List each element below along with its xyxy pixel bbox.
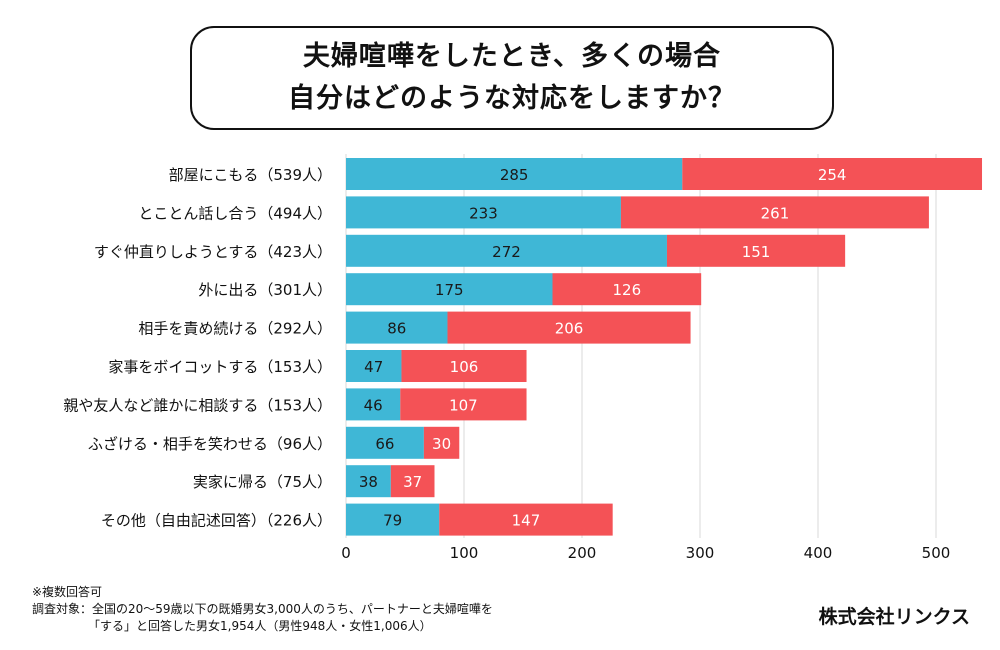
category-label: 実家に帰る（75人） (193, 473, 332, 491)
category-label: すぐ仲直りしようとする（423人） (94, 243, 332, 261)
bar-segment-series-2 (620, 196, 929, 229)
bar-segment-series-2 (552, 273, 702, 306)
company-name: 株式会社リンクス (818, 606, 970, 628)
data-label-series-1: 47 (364, 358, 383, 376)
bar-segment-series-2 (400, 388, 527, 421)
x-tick-label: 400 (804, 544, 833, 562)
x-tick-label: 500 (922, 544, 951, 562)
data-label-series-2: 107 (449, 396, 478, 414)
data-label-series-2: 126 (613, 281, 642, 299)
bar-segment-series-2 (390, 465, 435, 498)
category-label: 家事をボイコットする（153人） (108, 358, 332, 376)
bar-segment-series-2 (682, 158, 983, 190)
x-tick-label: 300 (686, 544, 715, 562)
bar-segment-series-1 (346, 273, 553, 306)
data-label-series-1: 38 (359, 473, 378, 491)
category-label: とことん話し合う（494人） (138, 204, 332, 222)
category-label: ふざける・相手を笑わせる（96人） (88, 435, 332, 453)
bar-segment-series-2 (423, 426, 460, 459)
category-label: 部屋にこもる（539人） (169, 166, 332, 184)
chart-title-box: 夫婦喧嘩をしたとき、多くの場合 自分はどのような対応をしますか？ (190, 26, 834, 130)
data-label-series-2: 261 (761, 204, 790, 222)
x-tick-label: 200 (568, 544, 597, 562)
category-label: 外に出る（301人） (198, 281, 332, 299)
bar-segment-series-1 (346, 158, 683, 190)
bar-segment-series-2 (666, 234, 846, 267)
bar-segment-series-1 (346, 426, 424, 459)
bar-segment-series-2 (439, 503, 613, 536)
bar-segment-series-2 (447, 311, 691, 344)
bar-segment-series-1 (346, 503, 440, 536)
chart-title-line-1: 夫婦喧嘩をしたとき、多くの場合 (302, 41, 722, 72)
bar-segment-series-1 (346, 465, 391, 498)
data-label-series-1: 272 (492, 243, 521, 261)
data-label-series-2: 106 (450, 358, 479, 376)
data-label-series-1: 175 (435, 281, 464, 299)
data-label-series-1: 46 (364, 396, 383, 414)
x-tick-label: 0 (341, 544, 351, 562)
bar-segment-series-1 (346, 350, 402, 382)
data-label-series-2: 151 (742, 243, 771, 261)
category-label: 相手を責め続ける（292人） (138, 320, 332, 338)
bar-segment-series-1 (346, 234, 667, 267)
category-label: その他（自由記述回答）（226人） (101, 512, 332, 530)
data-label-series-2: 147 (512, 512, 541, 530)
data-label-series-1: 233 (469, 204, 498, 222)
bar-segment-series-1 (346, 196, 621, 229)
bar-segment-series-2 (401, 350, 527, 382)
footnote-multiple-answers: ※複数回答可 (32, 585, 103, 599)
bar-segment-series-1 (346, 311, 448, 344)
chart-title-line-2: 自分はどのような対応をしますか？ (288, 83, 736, 114)
category-label: 親や友人など誰かに相談する（153人） (63, 396, 332, 414)
data-label-series-2: 37 (403, 473, 422, 491)
footnote-respondents: 「する」と回答した男女1,954人（男性948人・女性1,006人） (88, 619, 432, 633)
data-label-series-1: 86 (387, 320, 406, 338)
footnote-survey-target: 調査対象：全国の20〜59歳以下の既婚男女3,000人のうち、パートナーと夫婦喧… (32, 602, 493, 616)
data-label-series-1: 285 (500, 166, 529, 184)
data-label-series-2: 30 (432, 435, 451, 453)
data-label-series-2: 254 (818, 166, 847, 184)
x-tick-label: 100 (450, 544, 479, 562)
bar-segment-series-1 (346, 388, 401, 421)
data-label-series-2: 206 (555, 320, 584, 338)
data-label-series-1: 79 (383, 512, 402, 530)
data-label-series-1: 66 (375, 435, 394, 453)
